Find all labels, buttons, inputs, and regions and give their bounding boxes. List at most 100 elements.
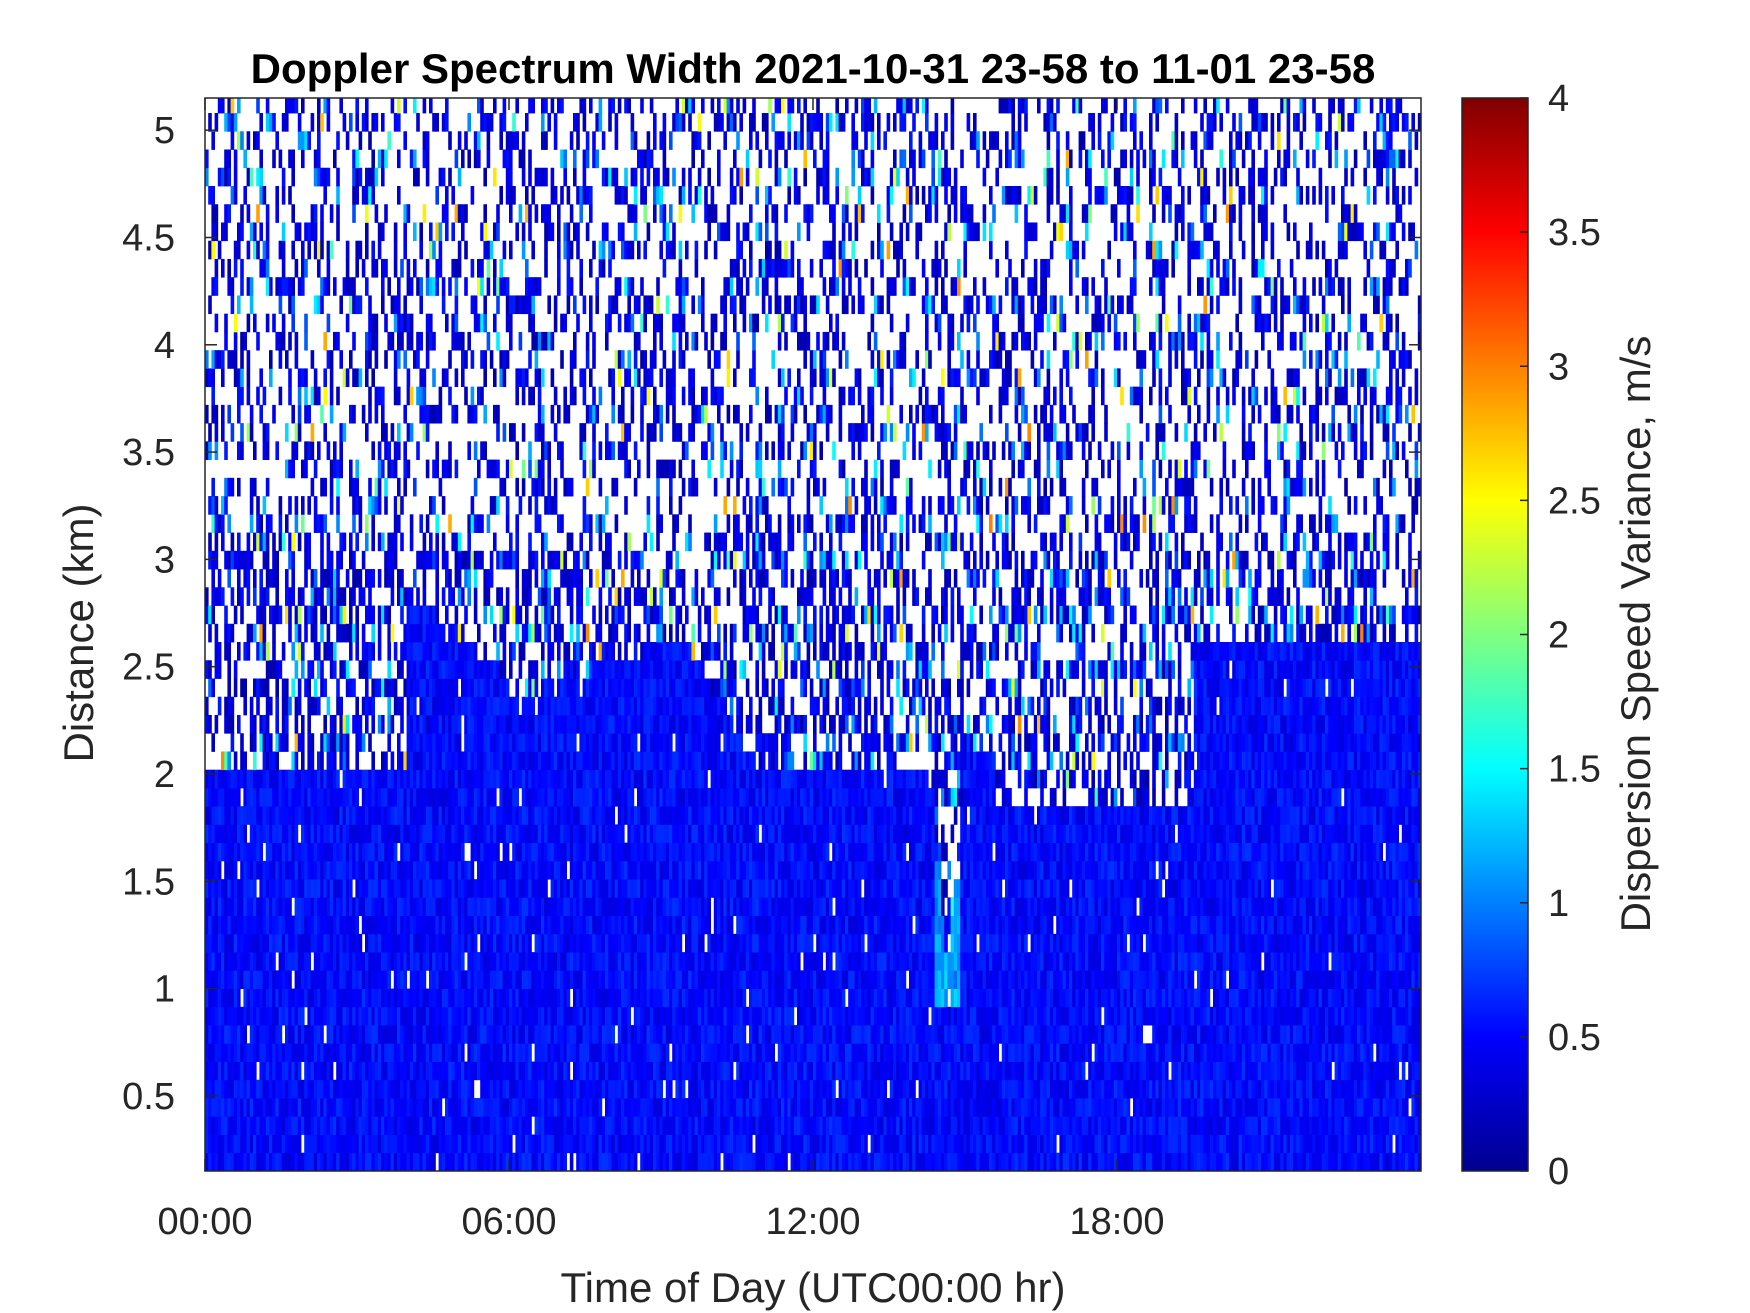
heatmap-cell [605, 222, 609, 241]
heatmap-cell [557, 241, 561, 260]
heatmap-cell [359, 970, 363, 989]
heatmap-cell [256, 241, 260, 260]
heatmap-cell [336, 460, 340, 479]
heatmap-cell [490, 1135, 494, 1154]
heatmap-cell [311, 423, 315, 442]
heatmap-cell [458, 879, 462, 898]
heatmap-cell [211, 368, 215, 387]
heatmap-cell [567, 277, 571, 296]
heatmap-cell [528, 916, 532, 935]
heatmap-cell [560, 551, 564, 570]
heatmap-cell [250, 934, 254, 953]
heatmap-cell [384, 806, 388, 825]
heatmap-cell [519, 1043, 523, 1062]
heatmap-cell [519, 1098, 523, 1117]
heatmap-cell [346, 934, 350, 953]
heatmap-cell [573, 569, 577, 588]
heatmap-cell [583, 460, 587, 479]
heatmap-cell [282, 989, 286, 1008]
heatmap-cell [368, 295, 372, 314]
heatmap-cell [375, 970, 379, 989]
heatmap-cell [227, 1043, 231, 1062]
heatmap-cell [551, 806, 555, 825]
heatmap-cell [218, 350, 222, 369]
heatmap-cell [611, 770, 615, 789]
heatmap-cell [384, 1080, 388, 1099]
heatmap-cell [448, 624, 452, 643]
heatmap-cell [467, 806, 471, 825]
heatmap-cell [339, 952, 343, 971]
heatmap-cell [509, 806, 513, 825]
heatmap-cell [394, 843, 398, 862]
heatmap-cell [445, 989, 449, 1008]
heatmap-cell [285, 824, 289, 843]
heatmap-cell [451, 678, 455, 697]
heatmap-cell [451, 405, 455, 424]
heatmap-cell [240, 1098, 244, 1117]
heatmap-cell [365, 1043, 369, 1062]
heatmap-cell [352, 824, 356, 843]
heatmap-cell [474, 970, 478, 989]
heatmap-cell [483, 879, 487, 898]
heatmap-cell [208, 1116, 212, 1135]
heatmap-cell [295, 496, 299, 515]
heatmap-cell [512, 897, 516, 916]
heatmap-cell [371, 678, 375, 697]
heatmap-cell [368, 168, 372, 187]
heatmap-cell [291, 1080, 295, 1099]
heatmap-cell [435, 1062, 439, 1081]
heatmap-cell [435, 660, 439, 679]
heatmap-cell [439, 168, 443, 187]
heatmap-cell [352, 624, 356, 643]
heatmap-cell [541, 1043, 545, 1062]
heatmap-cell [384, 824, 388, 843]
heatmap-cell [247, 624, 251, 643]
heatmap-cell [410, 1025, 414, 1044]
heatmap-cell [570, 788, 574, 807]
heatmap-cell [448, 788, 452, 807]
heatmap-cell [407, 806, 411, 825]
heatmap-cell [227, 970, 231, 989]
heatmap-cell [397, 1062, 401, 1081]
heatmap-cell [535, 478, 539, 497]
heatmap-cell [589, 1098, 593, 1117]
heatmap-cell [211, 824, 215, 843]
heatmap-cell [253, 970, 257, 989]
heatmap-cell [541, 861, 545, 880]
heatmap-cell [528, 989, 532, 1008]
heatmap-cell [413, 1135, 417, 1154]
heatmap-cell [480, 441, 484, 460]
heatmap-cell [413, 606, 417, 625]
heatmap-cell [387, 1080, 391, 1099]
heatmap-cell [579, 259, 583, 278]
heatmap-cell [269, 368, 273, 387]
heatmap-cell [426, 989, 430, 1008]
heatmap-cell [352, 1007, 356, 1026]
heatmap-cell [400, 970, 404, 989]
heatmap-cell [464, 1080, 468, 1099]
heatmap-cell [298, 1098, 302, 1117]
heatmap-cell [541, 642, 545, 661]
heatmap-cell [490, 1043, 494, 1062]
heatmap-cell [352, 989, 356, 1008]
heatmap-cell [429, 1007, 433, 1026]
heatmap-cell [573, 222, 577, 241]
heatmap-cell [595, 1062, 599, 1081]
heatmap-cell [477, 387, 481, 406]
heatmap-cell [240, 678, 244, 697]
heatmap-cell [208, 989, 212, 1008]
heatmap-cell [608, 1153, 612, 1172]
heatmap-cell [611, 916, 615, 935]
heatmap-cell [608, 879, 612, 898]
heatmap-cell [285, 934, 289, 953]
heatmap-cell [211, 1007, 215, 1026]
heatmap-cell [471, 1153, 475, 1172]
heatmap-cell [538, 806, 542, 825]
heatmap-cell [448, 897, 452, 916]
heatmap-cell [381, 806, 385, 825]
heatmap-cell [522, 168, 526, 187]
heatmap-cell [307, 660, 311, 679]
heatmap-cell [490, 989, 494, 1008]
heatmap-cell [544, 1080, 548, 1099]
heatmap-cell [355, 295, 359, 314]
